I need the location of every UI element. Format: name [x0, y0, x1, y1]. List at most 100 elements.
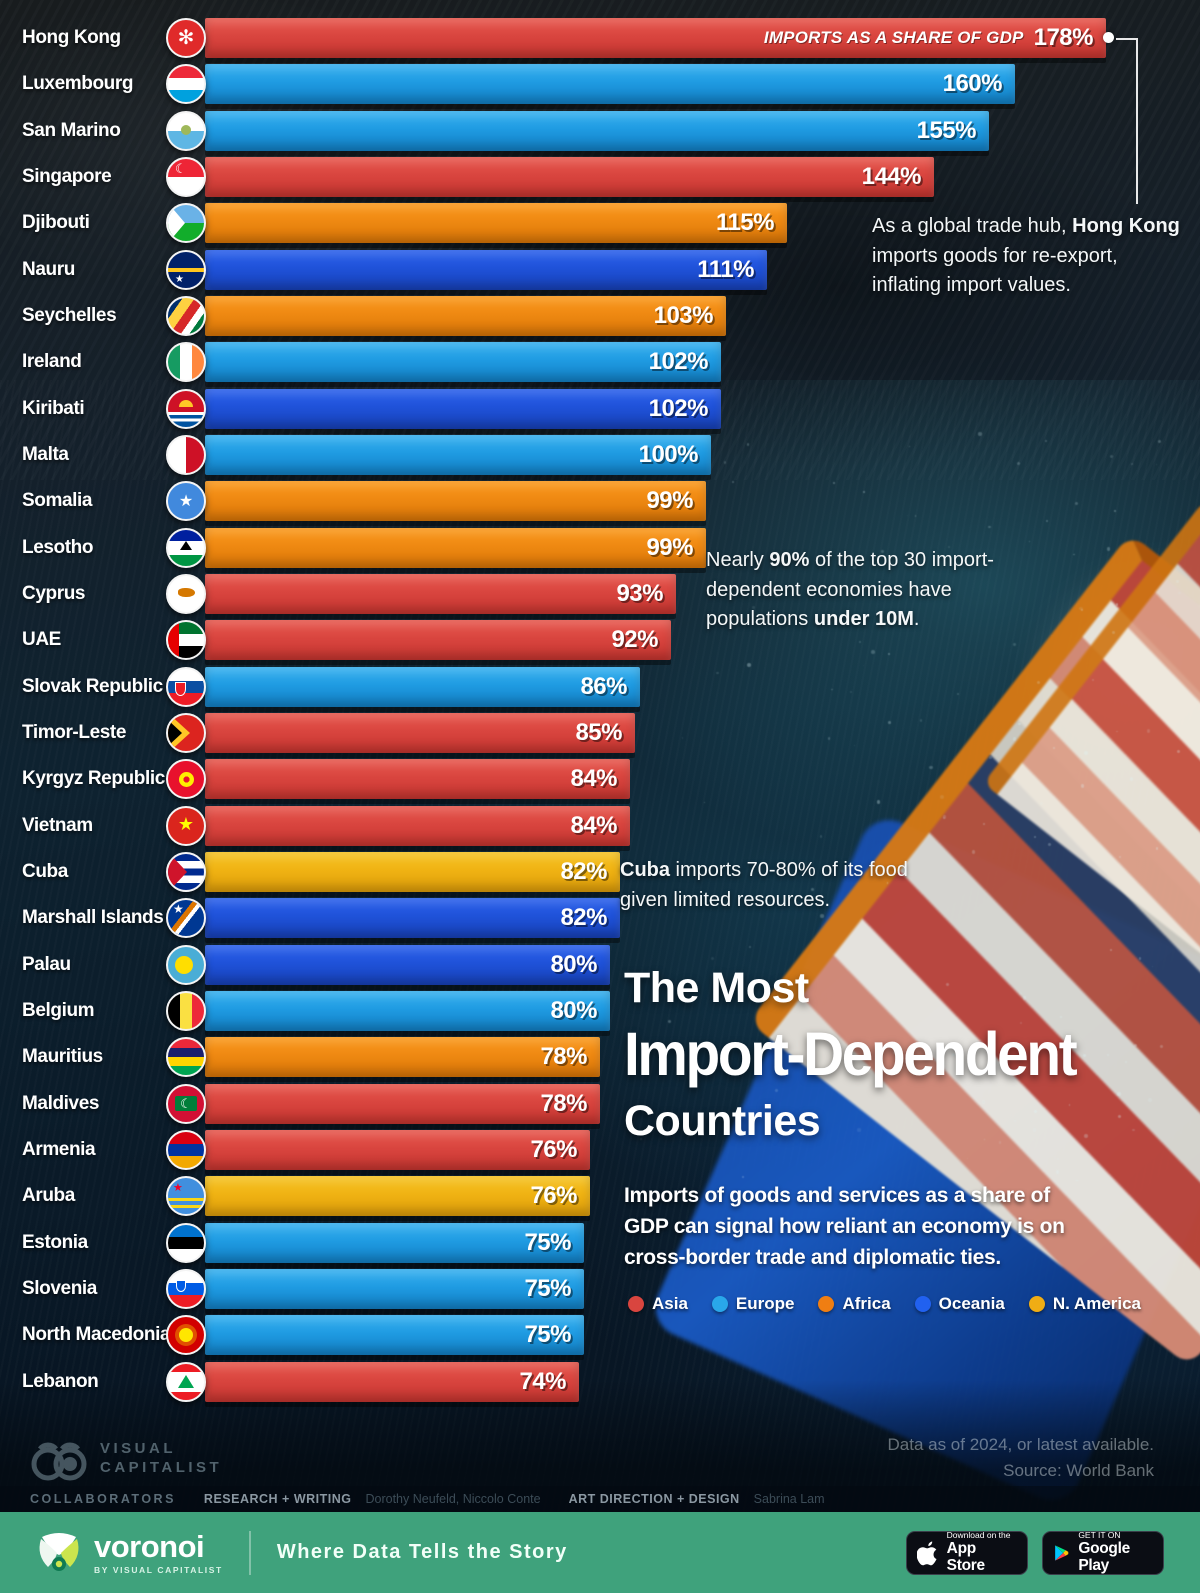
research-writing-names: Dorothy Neufeld, Niccolo Conte	[365, 1492, 541, 1506]
visual-capitalist-logo: VISUAL CAPITALIST	[28, 1436, 222, 1482]
value-label: 82%	[560, 904, 607, 932]
bar-track: 74%	[166, 1361, 1178, 1402]
legend-dot-africa	[818, 1296, 835, 1312]
google-play-text: GET IT ON Google Play	[1078, 1529, 1130, 1575]
bar-track: 84%	[166, 759, 1178, 800]
bar-row: Mauritius 78%	[22, 1034, 1178, 1080]
value-bar: 78%	[205, 1083, 600, 1124]
value-label: 160%	[942, 70, 1003, 98]
bar-track: 103%	[166, 296, 1178, 337]
bar-row: Kyrgyz Republic 84%	[22, 756, 1178, 802]
callout-connector-line	[1116, 38, 1138, 204]
value-bar: 82%	[205, 898, 620, 939]
chart-description: Imports of goods and services as a share…	[624, 1184, 1065, 1269]
value-bar: 82%	[205, 852, 620, 893]
bar-track: 155%	[166, 110, 1178, 151]
flag-icon-belgium	[166, 991, 206, 1032]
value-label: 100%	[638, 441, 699, 469]
country-label: Marshall Islands	[22, 907, 164, 929]
value-label: 84%	[570, 765, 617, 793]
flag-icon-estonia	[166, 1222, 206, 1263]
country-label: Hong Kong	[22, 27, 121, 49]
flag-icon-djibouti	[166, 203, 206, 244]
bar-track: 84%	[166, 805, 1178, 846]
country-label: Palau	[22, 953, 71, 975]
annotation-hong-kong: As a global trade hub, Hong Kong imports…	[872, 215, 1180, 297]
bar-track: 160%	[166, 64, 1178, 105]
bar-track: 76%	[166, 1130, 1178, 1171]
voronoi-wordmark: voronoi BY VISUAL CAPITALIST	[94, 1528, 223, 1575]
legend-label: Oceania	[938, 1294, 1005, 1313]
voronoi-logo: voronoi BY VISUAL CAPITALIST	[36, 1531, 223, 1575]
country-label: Singapore	[22, 166, 112, 188]
country-label: Djibouti	[22, 212, 90, 234]
bar-track: 93%	[166, 574, 1178, 615]
value-bar: 155%	[205, 110, 989, 151]
value-bar: 85%	[205, 713, 635, 754]
bar-track: 75%	[166, 1269, 1178, 1310]
collaborators-label: COLLABORATORS	[30, 1492, 176, 1506]
legend-item-europe: Europe	[711, 1294, 795, 1314]
country-label: Malta	[22, 444, 69, 466]
art-direction-name: Sabrina Lam	[753, 1492, 825, 1506]
value-label: 99%	[646, 487, 693, 515]
flag-icon-singapore	[166, 157, 206, 198]
legend-dot-oceania	[914, 1296, 931, 1312]
value-bar: 74%	[205, 1361, 579, 1402]
legend-dot-namerica	[1028, 1296, 1045, 1312]
bar-row: Nauru 111%	[22, 247, 1178, 293]
value-bar: 144%	[205, 157, 934, 198]
value-bar: 102%	[205, 388, 721, 429]
bar-row: Aruba 76%	[22, 1173, 1178, 1219]
value-label: 80%	[550, 997, 597, 1025]
bar-row: Singapore 144%	[22, 154, 1178, 200]
country-label: Timor-Leste	[22, 722, 126, 744]
value-bar: 99%	[205, 527, 706, 568]
value-bar: 84%	[205, 759, 630, 800]
bar-track: 82%	[166, 898, 1178, 939]
value-label: 99%	[646, 533, 693, 561]
binoculars-icon	[31, 1442, 87, 1481]
value-label: 102%	[648, 348, 709, 376]
value-label: 82%	[560, 858, 607, 886]
flag-icon-mauritius	[166, 1037, 206, 1078]
country-label: Luxembourg	[22, 73, 134, 95]
value-label: 74%	[519, 1367, 566, 1395]
bar-track: 102%	[166, 388, 1178, 429]
bar-row: UAE 92%	[22, 617, 1178, 663]
google-play-icon	[1055, 1544, 1069, 1561]
value-bar: 103%	[205, 296, 726, 337]
value-bar: 100%	[205, 435, 711, 476]
continent-legend: Asia Europe Africa Oceania N. America	[628, 1294, 1141, 1314]
bar-row: Belgium 80%	[22, 988, 1178, 1034]
value-bar: 86%	[205, 666, 640, 707]
legend-dot-europe	[711, 1296, 728, 1312]
value-bar: 99%	[205, 481, 706, 522]
value-bar: 75%	[205, 1315, 584, 1356]
flag-icon-aruba	[166, 1176, 206, 1217]
legend-label: Africa	[842, 1294, 891, 1313]
title-line-3: Countries	[624, 1097, 821, 1145]
bar-row: Slovak Republic 86%	[22, 664, 1178, 710]
flag-icon-malta	[166, 435, 206, 476]
flag-icon-maldives	[166, 1083, 206, 1124]
country-label: Lebanon	[22, 1370, 99, 1392]
value-label: 75%	[524, 1228, 571, 1256]
bar-track: 82%	[166, 852, 1178, 893]
flag-icon-somalia	[166, 481, 206, 522]
country-label: Nauru	[22, 258, 75, 280]
bar-track: IMPORTS AS A SHARE OF GDP 178%	[166, 18, 1178, 59]
bar-track: 76%	[166, 1176, 1178, 1217]
bar-track: 102%	[166, 342, 1178, 383]
flag-icon-lebanon	[166, 1361, 206, 1402]
flag-icon-timor-leste	[166, 713, 206, 754]
flag-icon-slovak-republic	[166, 666, 206, 707]
flag-icon-kyrgyz-republic	[166, 759, 206, 800]
bar-track: 78%	[166, 1083, 1178, 1124]
legend-item-asia: Asia	[628, 1294, 688, 1314]
country-label: Aruba	[22, 1185, 75, 1207]
legend-label: Europe	[735, 1294, 795, 1313]
value-bar: 76%	[205, 1130, 590, 1171]
google-play-badge: GET IT ON Google Play	[1042, 1529, 1164, 1575]
bar-row: Djibouti 115%	[22, 200, 1178, 246]
